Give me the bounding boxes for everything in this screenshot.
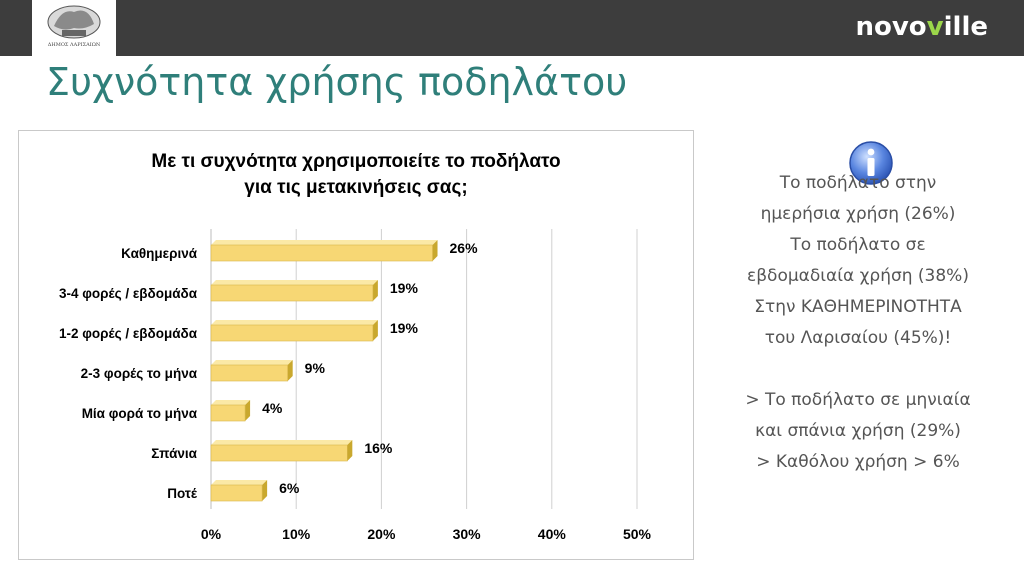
bar [210, 284, 374, 302]
bar-side-face [347, 440, 353, 461]
category-label: Σπάνια [151, 446, 197, 461]
bar-top-face [211, 280, 378, 285]
notes-line: εβδομαδιαία χρήση (38%) [747, 266, 969, 286]
slide-title: Συχνότητα χρήσης ποδηλάτου [46, 60, 628, 104]
notes-line: Το ποδήλατο στην [779, 173, 937, 193]
chart-title-line-2: για τις μετακινήσεις σας; [244, 177, 467, 198]
notes-line: και σπάνια χρήση (29%) [755, 421, 961, 441]
bar-top-face [211, 320, 378, 325]
x-tick-label: 30% [453, 526, 482, 542]
chart-grid [210, 229, 638, 509]
bar-top-face [211, 480, 268, 485]
value-label: 19% [390, 280, 419, 296]
value-label: 26% [450, 240, 479, 256]
notes-line: > Καθόλου χρήση > 6% [756, 452, 960, 472]
top-bar: ΔΗΜΟΣ ΛΑΡΙΣΑΙΩΝ novoville [0, 0, 1024, 56]
value-label: 9% [305, 360, 326, 376]
notes-panel: Το ποδήλατο στην ημερήσια χρήση (26%) Το π… [718, 168, 998, 478]
notes-line: του Λαρισαίου (45%)! [764, 328, 952, 348]
emblem-icon [47, 5, 101, 39]
bar-side-face [432, 240, 438, 261]
bar-top-face [211, 400, 251, 405]
bar [210, 364, 288, 382]
notes-line: > Το ποδήλατο σε μηνιαία [745, 390, 971, 410]
x-tick-label: 50% [623, 526, 652, 542]
bar [210, 444, 348, 462]
category-label: 3-4 φορές / εβδομάδα [59, 286, 198, 301]
bar-side-face [372, 280, 378, 301]
bar-side-face [245, 400, 251, 421]
bar [210, 244, 433, 262]
bar [210, 404, 246, 422]
bar-side-face [372, 320, 378, 341]
category-label: Μία φορά το μήνα [82, 406, 198, 421]
bar-top-face [211, 360, 293, 365]
bar-top-face [211, 440, 353, 445]
bar-side-face [262, 480, 268, 501]
category-label: Ποτέ [167, 486, 198, 501]
x-tick-label: 20% [367, 526, 396, 542]
bar-side-face [287, 360, 293, 381]
category-label: 1-2 φορές / εβδομάδα [59, 326, 198, 341]
x-tick-label: 10% [282, 526, 311, 542]
value-label: 4% [262, 400, 283, 416]
bar [210, 324, 374, 342]
value-label: 6% [279, 480, 300, 496]
chart-title-line-1: Με τι συχνότητα χρησιμοποιείτε το ποδήλα… [151, 151, 560, 172]
notes-line: Στην ΚΑΘΗΜΕΡΙΝΟΤΗΤΑ [754, 297, 962, 317]
logo-caption: ΔΗΜΟΣ ΛΑΡΙΣΑΙΩΝ [47, 42, 101, 48]
value-label: 19% [390, 320, 419, 336]
notes-line: ημερήσια χρήση (26%) [760, 204, 956, 224]
brand-prefix: novo [855, 12, 927, 42]
brand-suffix: ille [943, 12, 988, 42]
x-tick-label: 0% [201, 526, 222, 542]
municipality-logo: ΔΗΜΟΣ ΛΑΡΙΣΑΙΩΝ [32, 0, 116, 56]
novoville-brand: novoville [855, 12, 988, 42]
value-label: 16% [364, 440, 393, 456]
info-icon [849, 141, 893, 185]
chart-bars [210, 240, 438, 502]
category-label: 2-3 φορές το μήνα [81, 366, 198, 381]
chart-frame: Με τι συχνότητα χρησιμοποιείτε το ποδήλα… [18, 130, 694, 560]
bar [210, 484, 263, 502]
notes-line [718, 354, 998, 385]
notes-line: Το ποδήλατο σε [790, 235, 926, 255]
bar-chart: Με τι συχνότητα χρησιμοποιείτε το ποδήλα… [59, 151, 652, 542]
chart-labels: 0% 10% 20% 30% 40% 50% Καθημερινά 26% 3-4 φορές … [59, 240, 652, 542]
category-label: Καθημερινά [121, 246, 198, 261]
brand-accent: v [926, 12, 944, 42]
bar-top-face [211, 240, 438, 245]
x-tick-label: 40% [538, 526, 567, 542]
